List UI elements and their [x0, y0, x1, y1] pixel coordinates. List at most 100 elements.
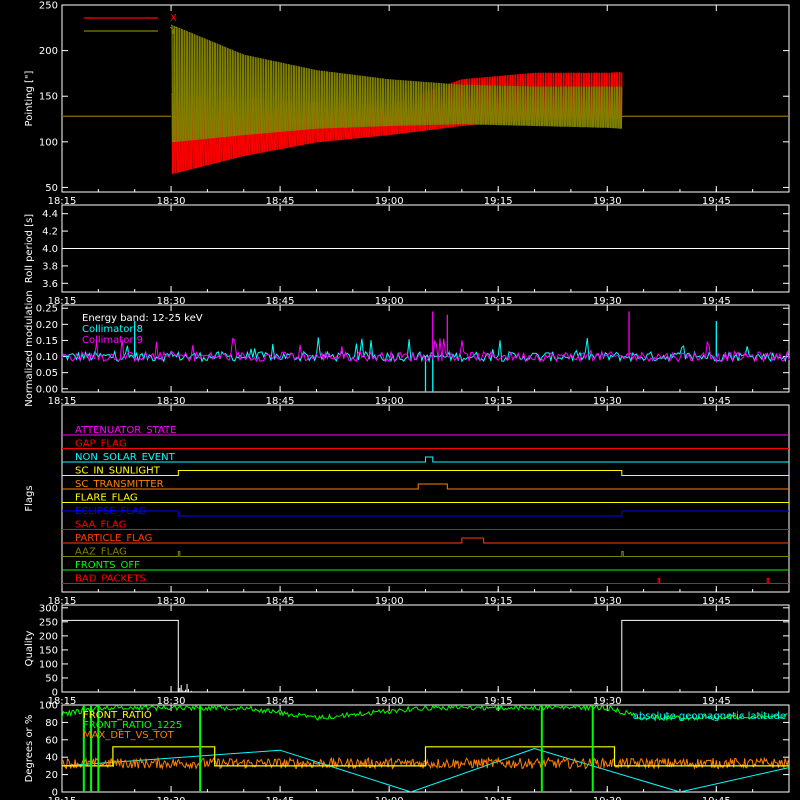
x-tick-label: 19:45: [702, 696, 731, 707]
legend-label: Collimator 8: [82, 324, 143, 335]
x-tick-label: 18:15: [48, 596, 77, 607]
flag-label: BAD_PACKETS: [75, 574, 146, 585]
y-axis-label: Normalized modulation: [24, 290, 35, 407]
flag-label: ATTENUATOR_STATE: [75, 425, 176, 436]
x-tick-label: 18:15: [48, 296, 77, 307]
legend-label: Energy band: 12-25 keV: [82, 313, 203, 324]
x-tick-label: 18:45: [266, 696, 295, 707]
y-tick-label: 0.00: [36, 384, 58, 395]
flag-line: [62, 456, 789, 463]
x-tick-label: 19:30: [593, 296, 622, 307]
x-tick-label: 19:00: [375, 296, 404, 307]
legend-label: FRONT_RATIO: [83, 710, 152, 721]
y-tick-label: 60: [45, 735, 58, 746]
y-tick-label: 0.10: [36, 352, 58, 363]
legend-label: MAX_DET_VS_TOT: [83, 730, 175, 741]
latitude-line: [62, 747, 789, 792]
legend-label: Y: [169, 26, 177, 37]
x-tick-label: 19:30: [593, 796, 622, 800]
x-tick-label: 18:30: [157, 696, 186, 707]
x-tick-label: 18:15: [48, 796, 77, 800]
x-tick-label: 18:45: [266, 396, 295, 407]
y-tick-label: 0.20: [36, 320, 58, 331]
series-y-oscillation: [170, 24, 623, 143]
flag-label: GAP_FLAG: [75, 439, 127, 450]
y-tick-label: 3.6: [42, 279, 58, 290]
flag-line: [62, 483, 789, 490]
x-tick-label: 18:45: [266, 796, 295, 800]
y-tick-label: 40: [45, 753, 58, 764]
y-axis-label: Quality: [24, 631, 35, 667]
x-tick-label: 18:45: [266, 596, 295, 607]
flag-label: PARTICLE_FLAG: [75, 533, 152, 544]
y-axis-label: Pointing ["]: [24, 70, 35, 126]
y-tick-label: 0: [52, 788, 58, 799]
x-tick-label: 19:00: [375, 696, 404, 707]
x-tick-label: 19:15: [484, 696, 513, 707]
x-tick-label: 19:15: [484, 296, 513, 307]
x-tick-label: 19:00: [375, 196, 404, 207]
y-tick-label: 100: [39, 701, 58, 712]
y-tick-label: 4.2: [42, 227, 58, 238]
x-tick-label: 19:45: [702, 396, 731, 407]
y-tick-label: 100: [39, 137, 58, 148]
x-tick-label: 18:15: [48, 696, 77, 707]
x-tick-label: 18:30: [157, 796, 186, 800]
aux-series: [62, 705, 789, 792]
y-tick-label: 4.0: [42, 244, 58, 255]
front-ratio-1225-line: [62, 705, 788, 722]
x-tick-label: 19:30: [593, 596, 622, 607]
y-tick-label: 0: [52, 688, 58, 699]
x-tick-label: 19:30: [593, 196, 622, 207]
y-axis-label: Degrees or %: [24, 715, 35, 783]
y-tick-label: 3.8: [42, 261, 58, 272]
y-tick-label: 20: [45, 770, 58, 781]
flag-label: NON_SOLAR_EVENT: [75, 452, 176, 463]
front-ratio-line: [62, 746, 789, 767]
flag-line: [62, 578, 789, 584]
y-axis-label: Roll period [s]: [24, 214, 35, 283]
legend-label: X: [170, 13, 177, 24]
flag-label: AAZ_FLAG: [75, 547, 127, 558]
flag-label: SAA_FLAG: [75, 520, 126, 531]
plot-frame-quality: [61, 604, 790, 693]
y-tick-label: 0.15: [36, 336, 58, 347]
legend-label: FRONT_RATIO_1225: [83, 720, 182, 731]
y-tick-label: 200: [39, 46, 58, 57]
x-tick-label: 19:15: [484, 396, 513, 407]
x-tick-label: 18:45: [266, 196, 295, 207]
x-tick-label: 19:15: [484, 796, 513, 800]
x-tick-label: 18:45: [266, 296, 295, 307]
y-tick-label: 0.05: [36, 368, 58, 379]
legend-label: Collimator 9: [82, 335, 143, 346]
y-tick-label: 150: [39, 92, 58, 103]
quality-line: [62, 619, 789, 693]
flag-label: SC_IN_SUNLIGHT: [75, 466, 161, 477]
y-tick-label: 250: [39, 1, 58, 12]
x-tick-label: 18:30: [157, 296, 186, 307]
flag-label: FRONTS_OFF: [75, 560, 140, 571]
y-tick-label: 100: [39, 659, 58, 670]
x-tick-label: 18:15: [48, 196, 77, 207]
y-tick-label: 4.4: [42, 209, 58, 220]
y-tick-label: 250: [39, 617, 58, 628]
flag-label: SC_TRANSMITTER: [75, 479, 164, 490]
flag-label: FLARE_FLAG: [75, 493, 138, 504]
x-tick-label: 18:30: [157, 396, 186, 407]
flag-line: [62, 551, 789, 557]
y-tick-label: 200: [39, 631, 58, 642]
x-tick-label: 19:15: [484, 196, 513, 207]
x-tick-label: 19:00: [375, 396, 404, 407]
y-tick-label: 0.25: [36, 304, 58, 315]
x-tick-label: 19:00: [375, 796, 404, 800]
x-tick-label: 18:30: [157, 196, 186, 207]
pointing-series: [62, 24, 789, 175]
x-tick-label: 18:15: [48, 396, 77, 407]
x-tick-label: 19:45: [702, 596, 731, 607]
y-tick-label: 150: [39, 645, 58, 656]
y-tick-label: 300: [39, 603, 58, 614]
x-tick-label: 19:30: [593, 696, 622, 707]
x-tick-label: 19:30: [593, 396, 622, 407]
x-tick-label: 19:00: [375, 596, 404, 607]
